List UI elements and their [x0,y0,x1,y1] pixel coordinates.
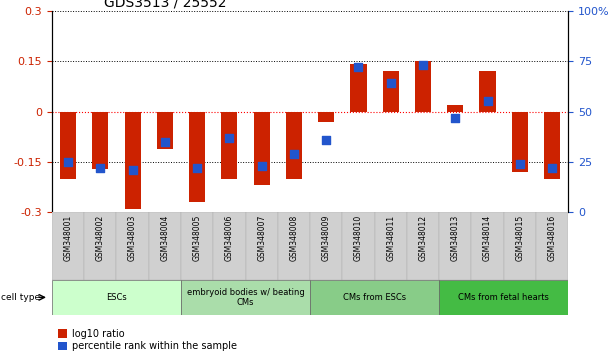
Bar [84,212,117,280]
Bar [472,212,503,280]
Point [354,64,364,70]
Point [289,151,299,157]
Bar [181,280,310,315]
Text: GSM348015: GSM348015 [515,215,524,261]
Point [483,98,492,104]
Bar [310,212,342,280]
Bar [415,61,431,112]
Bar [447,105,463,112]
Text: log10 ratio: log10 ratio [72,329,125,339]
Bar [189,112,205,202]
Point [63,159,73,165]
Bar [480,71,496,112]
Point [418,62,428,68]
Bar [60,112,76,179]
Bar [286,112,302,179]
Point [450,115,460,120]
Point [515,161,525,167]
Bar [503,212,536,280]
Text: GSM348011: GSM348011 [386,215,395,261]
Bar [382,71,399,112]
Bar [117,212,148,280]
Bar [512,112,528,172]
Text: GSM348012: GSM348012 [419,215,428,261]
Text: GSM348014: GSM348014 [483,215,492,261]
Bar [439,280,568,315]
Text: GSM348007: GSM348007 [257,215,266,261]
Bar [125,112,141,209]
Bar [181,212,213,280]
Bar [148,212,181,280]
Bar [246,212,278,280]
Bar [536,212,568,280]
Text: GSM348006: GSM348006 [225,215,234,261]
Point [128,167,137,173]
Bar [375,212,407,280]
Point [386,80,396,86]
Bar [407,212,439,280]
Text: CMs from fetal hearts: CMs from fetal hearts [458,293,549,302]
Bar [213,212,246,280]
Text: ESCs: ESCs [106,293,127,302]
Text: GSM348016: GSM348016 [547,215,557,261]
Text: GSM348002: GSM348002 [96,215,105,261]
Bar [58,329,67,338]
Bar [221,112,238,179]
Text: GSM348008: GSM348008 [290,215,298,261]
Point [95,165,105,171]
Text: CMs from ESCs: CMs from ESCs [343,293,406,302]
Bar [92,112,108,169]
Bar [318,112,334,122]
Bar [310,280,439,315]
Bar [52,280,181,315]
Bar [342,212,375,280]
Bar [157,112,173,149]
Bar [439,212,472,280]
Bar [278,212,310,280]
Text: GDS3513 / 25552: GDS3513 / 25552 [104,0,226,10]
Text: GSM348001: GSM348001 [64,215,73,261]
Point [224,135,234,141]
Text: cell type: cell type [1,293,40,302]
Point [192,165,202,171]
Text: GSM348005: GSM348005 [192,215,202,261]
Text: GSM348003: GSM348003 [128,215,137,261]
Bar [544,112,560,179]
Bar [52,212,84,280]
Text: GSM348009: GSM348009 [322,215,331,261]
Text: GSM348004: GSM348004 [160,215,169,261]
Text: GSM348013: GSM348013 [451,215,460,261]
Text: embryoid bodies w/ beating
CMs: embryoid bodies w/ beating CMs [187,288,304,307]
Text: percentile rank within the sample: percentile rank within the sample [72,341,237,351]
Point [257,163,266,169]
Point [321,137,331,143]
Bar [351,64,367,112]
Text: GSM348010: GSM348010 [354,215,363,261]
Point [547,165,557,171]
Bar [58,342,67,350]
Bar [254,112,269,185]
Point [160,139,170,144]
